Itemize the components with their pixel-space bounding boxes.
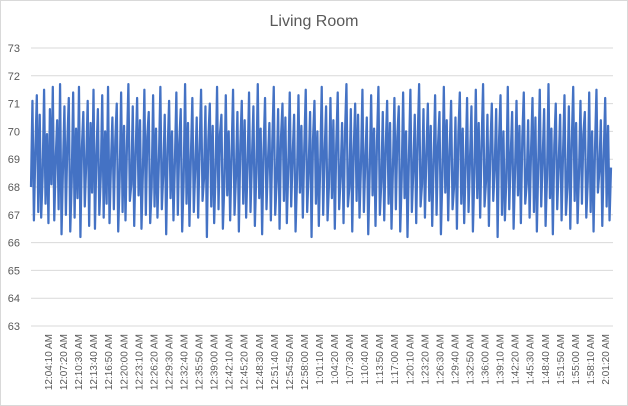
x-tick-label: 1:58:10 AM (586, 334, 597, 385)
x-tick-label: 12:07:20 AM (59, 334, 70, 390)
x-tick-label: 1:01:10 AM (315, 334, 326, 385)
series-layer (29, 83, 613, 239)
x-tick-label: 1:55:00 AM (571, 334, 582, 385)
y-tick-label: 65 (8, 265, 20, 277)
y-axis-ticks: 63 64 65 66 67 68 69 70 71 72 73 (8, 43, 20, 333)
x-tick-label: 1:42:20 AM (511, 334, 522, 385)
x-tick-label: 12:48:30 AM (255, 334, 266, 390)
x-tick-label: 12:51:40 AM (270, 334, 281, 390)
x-tick-label: 12:16:50 AM (104, 334, 115, 390)
x-tick-label: 1:32:50 AM (466, 334, 477, 385)
series-line (29, 83, 613, 239)
x-tick-label: 12:13:40 AM (89, 334, 100, 390)
x-tick-label: 1:04:20 AM (330, 334, 341, 385)
x-tick-label: 12:54:50 AM (285, 334, 296, 390)
x-tick-label: 12:58:00 AM (300, 334, 311, 390)
x-tick-label: 1:23:20 AM (420, 334, 431, 385)
y-tick-label: 64 (8, 293, 20, 305)
x-tick-label: 1:48:40 AM (541, 334, 552, 385)
x-tick-label: 12:20:00 AM (119, 334, 130, 390)
x-tick-label: 12:32:40 AM (179, 334, 190, 390)
x-tick-label: 1:45:30 AM (526, 334, 537, 385)
y-tick-label: 67 (8, 210, 20, 222)
x-tick-label: 12:10:30 AM (74, 334, 85, 390)
x-tick-label: 1:10:40 AM (360, 334, 371, 385)
x-axis-ticks: 12:04:10 AM 12:07:20 AM 12:10:30 AM 12:13:4… (44, 334, 612, 390)
y-tick-label: 71 (8, 99, 20, 111)
x-tick-label: 1:20:10 AM (405, 334, 416, 385)
x-tick-label: 12:42:10 AM (225, 334, 236, 390)
x-tick-label: 12:35:50 AM (195, 334, 206, 390)
x-tick-label: 2:01:20 AM (601, 334, 612, 385)
y-tick-label: 70 (8, 126, 20, 138)
y-tick-label: 66 (8, 238, 20, 250)
x-tick-label: 1:51:50 AM (556, 334, 567, 385)
x-tick-label: 12:04:10 AM (44, 334, 55, 390)
x-tick-label: 1:39:10 AM (496, 334, 507, 385)
y-tick-label: 69 (8, 154, 20, 166)
x-tick-label: 1:36:00 AM (481, 334, 492, 385)
x-tick-label: 12:26:20 AM (149, 334, 160, 390)
x-tick-label: 12:29:30 AM (164, 334, 175, 390)
x-tick-label: 12:23:10 AM (134, 334, 145, 390)
x-tick-label: 12:45:20 AM (240, 334, 251, 390)
x-tick-label: 12:39:00 AM (210, 334, 221, 390)
x-tick-label: 1:29:40 AM (450, 334, 461, 385)
y-tick-label: 63 (8, 321, 20, 333)
x-tick-label: 1:13:50 AM (375, 334, 386, 385)
chart-title: Living Room (269, 13, 359, 30)
x-tick-label: 1:17:00 AM (390, 334, 401, 385)
x-tick-label: 1:07:30 AM (345, 334, 356, 385)
y-tick-label: 72 (8, 71, 20, 83)
y-tick-label: 68 (8, 182, 20, 194)
x-tick-label: 1:26:30 AM (435, 334, 446, 385)
y-tick-label: 73 (8, 43, 20, 55)
